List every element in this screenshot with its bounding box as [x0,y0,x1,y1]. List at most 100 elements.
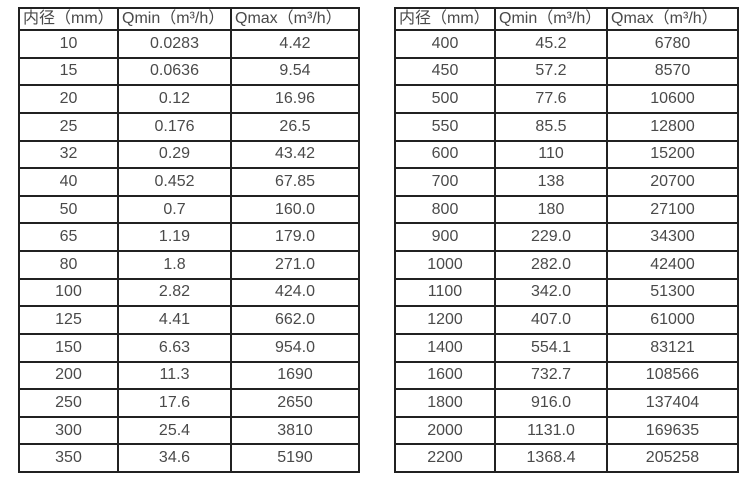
table-row: 1100 342.0 51300 [394,277,739,308]
qmin-cell: 1131.0 [494,415,608,446]
qmin-cell: 0.7 [117,194,232,225]
qmin-cell: 1.19 [117,222,232,252]
diameter-cell: 400 [394,29,496,59]
table-row: 15 0.0636 9.54 [18,56,360,87]
qmax-cell: 1690 [230,360,360,391]
diameter-cell: 1200 [394,305,496,335]
qmin-cell: 1368.4 [494,443,608,473]
spec-table-small-diameters: 内径（mm） Qmin（m³/h） Qmax（m³/h） 10 0.0283 4.4… [18,7,360,473]
diameter-cell: 350 [18,443,119,473]
qmin-cell: 110 [494,139,608,170]
qmin-cell: 554.1 [494,332,608,363]
column-header-qmin: Qmin（m³/h） [494,7,608,31]
qmin-cell: 407.0 [494,305,608,335]
qmin-cell: 1.8 [117,250,232,280]
table-row: 25 0.176 26.5 [18,111,360,142]
qmax-cell: 34300 [606,222,739,252]
flow-meter-spec-page: 内径（mm） Qmin（m³/h） Qmax（m³/h） 10 0.0283 4.4… [18,7,739,473]
table-row: 125 4.41 662.0 [18,305,360,335]
table-row: 40 0.452 67.85 [18,167,360,197]
qmin-cell: 25.4 [117,415,232,446]
qmin-cell: 17.6 [117,388,232,418]
diameter-cell: 1600 [394,360,496,391]
table-row: 80 1.8 271.0 [18,250,360,280]
qmin-cell: 77.6 [494,84,608,114]
qmax-cell: 169635 [606,415,739,446]
diameter-cell: 1100 [394,277,496,308]
spec-table-large-diameters: 内径（mm） Qmin（m³/h） Qmax（m³/h） 400 45.2 6780… [394,7,739,473]
qmax-cell: 179.0 [230,222,360,252]
qmax-cell: 662.0 [230,305,360,335]
qmax-cell: 205258 [606,443,739,473]
diameter-cell: 300 [18,415,119,446]
qmax-cell: 424.0 [230,277,360,308]
diameter-cell: 40 [18,167,119,197]
table-row: 200 11.3 1690 [18,360,360,391]
diameter-cell: 1400 [394,332,496,363]
diameter-cell: 900 [394,222,496,252]
qmax-cell: 16.96 [230,84,360,114]
diameter-cell: 450 [394,56,496,87]
column-header-qmax: Qmax（m³/h） [606,7,739,31]
table-row: 2200 1368.4 205258 [394,443,739,473]
qmax-cell: 160.0 [230,194,360,225]
column-header-diameter: 内径（mm） [18,7,119,31]
table-row: 250 17.6 2650 [18,388,360,418]
table-row: 1200 407.0 61000 [394,305,739,335]
qmin-cell: 0.12 [117,84,232,114]
table-row: 600 110 15200 [394,139,739,170]
diameter-cell: 10 [18,29,119,59]
qmax-cell: 43.42 [230,139,360,170]
column-header-diameter: 内径（mm） [394,7,496,31]
table-row: 400 45.2 6780 [394,29,739,59]
diameter-cell: 20 [18,84,119,114]
qmin-cell: 138 [494,167,608,197]
diameter-cell: 2000 [394,415,496,446]
qmin-cell: 0.0636 [117,56,232,87]
qmin-cell: 0.176 [117,111,232,142]
diameter-cell: 500 [394,84,496,114]
diameter-cell: 1000 [394,250,496,280]
qmin-cell: 6.63 [117,332,232,363]
table-row: 450 57.2 8570 [394,56,739,87]
qmax-cell: 271.0 [230,250,360,280]
diameter-cell: 800 [394,194,496,225]
table-row: 350 34.6 5190 [18,443,360,473]
qmin-cell: 4.41 [117,305,232,335]
qmax-cell: 3810 [230,415,360,446]
diameter-cell: 32 [18,139,119,170]
table-row: 1800 916.0 137404 [394,388,739,418]
table-row: 100 2.82 424.0 [18,277,360,308]
qmax-cell: 12800 [606,111,739,142]
diameter-cell: 250 [18,388,119,418]
diameter-cell: 125 [18,305,119,335]
table-row: 800 180 27100 [394,194,739,225]
column-header-qmin: Qmin（m³/h） [117,7,232,31]
table-row: 500 77.6 10600 [394,84,739,114]
qmin-cell: 180 [494,194,608,225]
diameter-cell: 550 [394,111,496,142]
qmax-cell: 61000 [606,305,739,335]
table-row: 50 0.7 160.0 [18,194,360,225]
qmax-cell: 2650 [230,388,360,418]
qmin-cell: 0.29 [117,139,232,170]
table-row: 32 0.29 43.42 [18,139,360,170]
qmin-cell: 57.2 [494,56,608,87]
qmax-cell: 26.5 [230,111,360,142]
qmax-cell: 15200 [606,139,739,170]
table-body: 10 0.0283 4.42 15 0.0636 9.54 20 0.12 16.96 25 0.1… [18,29,360,473]
table-row: 150 6.63 954.0 [18,332,360,363]
column-header-qmax: Qmax（m³/h） [230,7,360,31]
table-body: 400 45.2 6780 450 57.2 8570 500 77.6 10600 550 85.… [394,29,739,473]
table-row: 2000 1131.0 169635 [394,415,739,446]
table-row: 1600 732.7 108566 [394,360,739,391]
qmax-cell: 954.0 [230,332,360,363]
qmin-cell: 45.2 [494,29,608,59]
qmin-cell: 732.7 [494,360,608,391]
diameter-cell: 50 [18,194,119,225]
qmin-cell: 342.0 [494,277,608,308]
diameter-cell: 150 [18,332,119,363]
qmax-cell: 51300 [606,277,739,308]
qmin-cell: 282.0 [494,250,608,280]
diameter-cell: 65 [18,222,119,252]
